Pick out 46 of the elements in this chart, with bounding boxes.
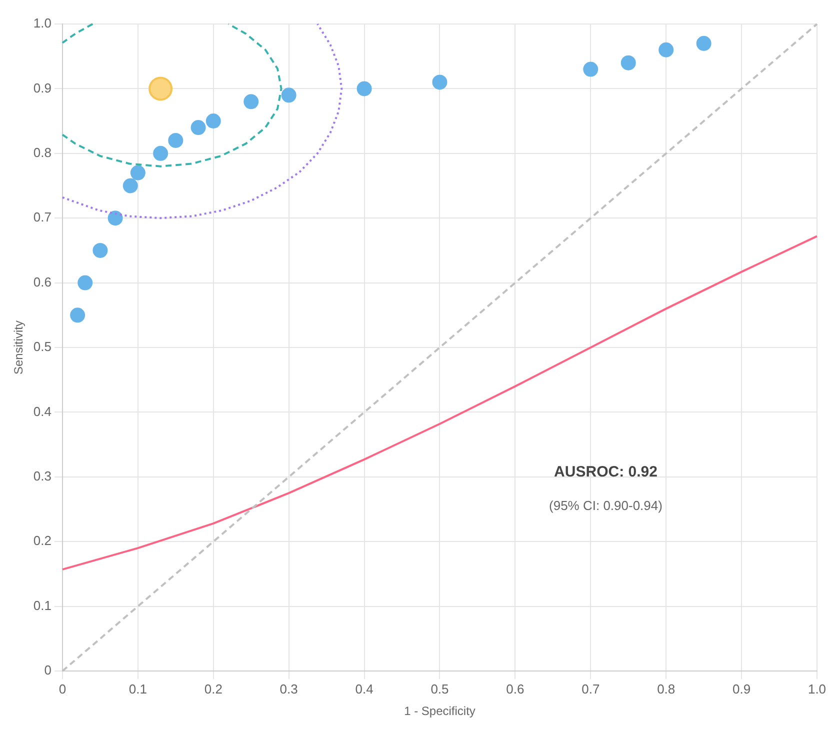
x-tick-label: 0 — [58, 681, 66, 696]
point — [130, 165, 146, 180]
x-tick-label: 0.8 — [657, 681, 676, 696]
point — [168, 132, 184, 148]
x-tick-label: 0.2 — [204, 681, 222, 696]
x-tick-label: 0.6 — [506, 681, 524, 696]
point — [70, 308, 86, 323]
point — [281, 88, 296, 103]
y-tick-label: 0.8 — [33, 144, 52, 160]
y-tick-label: 0.2 — [33, 533, 52, 548]
x-tick-label: 0.7 — [582, 681, 600, 696]
point — [244, 94, 259, 110]
y-tick-label: 0.7 — [33, 210, 52, 225]
annotation: AUSROC: 0.92 — [554, 464, 658, 481]
y-tick-label: 0.4 — [33, 404, 52, 419]
y-tick-label: 0.3 — [33, 468, 52, 484]
point — [432, 74, 448, 90]
point — [153, 146, 168, 161]
point — [92, 242, 108, 258]
x-tick-label: 0.3 — [280, 681, 298, 696]
y-tick-label: 1.0 — [33, 16, 52, 31]
x-tick-label: 0.4 — [355, 681, 374, 696]
point — [78, 275, 93, 290]
point — [696, 36, 712, 51]
point — [122, 178, 138, 194]
line-series — [61, 23, 343, 220]
point — [190, 120, 206, 136]
point — [356, 81, 372, 96]
y-tick-label: 0 — [44, 662, 52, 678]
x-tick-label: 0.1 — [128, 681, 147, 696]
point — [620, 55, 636, 70]
x-axis-title: 1 - Specificity — [404, 704, 476, 718]
y-tick-label: 0.1 — [33, 598, 52, 613]
x-tick-label: 0.9 — [732, 681, 751, 696]
y-tick-label: 0.5 — [33, 339, 52, 354]
point — [108, 210, 123, 226]
y-axis-title: Sensitivity — [12, 320, 26, 375]
annotation: (95% CI: 0.90-0.94) — [549, 498, 662, 513]
x-tick-label: 0.5 — [430, 681, 449, 696]
point — [148, 76, 173, 101]
point — [658, 42, 674, 58]
y-tick-label: 0.6 — [33, 274, 52, 290]
point — [206, 114, 221, 129]
x-tick-label: 1.0 — [808, 681, 826, 696]
point — [583, 62, 598, 77]
y-tick-label: 0.9 — [33, 80, 52, 96]
